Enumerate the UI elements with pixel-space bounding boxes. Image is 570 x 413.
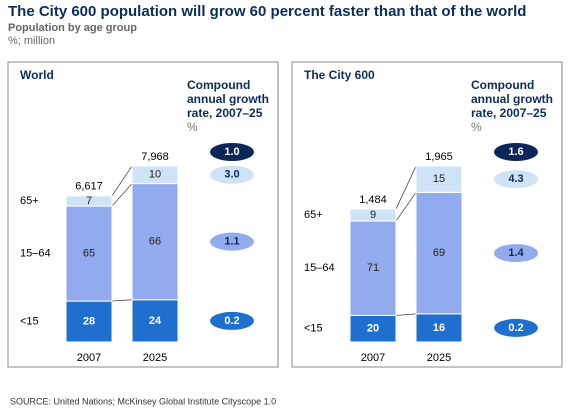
growth-unit: % bbox=[187, 120, 198, 134]
total-label: 7,968 bbox=[141, 151, 169, 163]
value-label: 16 bbox=[433, 322, 445, 334]
bar-segment bbox=[131, 165, 179, 185]
panel: World 2007 28 65 7 6,617 2025 24 66 10 7,968 <15 0.2… bbox=[7, 61, 279, 368]
growth-label: 0.2 bbox=[508, 322, 523, 334]
x-tick-label: 2025 bbox=[427, 352, 451, 364]
legend-label: 65+ bbox=[304, 209, 323, 221]
total-label: 1,484 bbox=[359, 194, 387, 206]
growth-label: 0.2 bbox=[224, 315, 239, 327]
connector bbox=[111, 299, 133, 302]
growth-badge bbox=[494, 170, 538, 189]
connector bbox=[111, 165, 133, 197]
growth-unit: % bbox=[471, 120, 482, 134]
value-label: 71 bbox=[367, 262, 379, 274]
subtitle: Population by age group bbox=[8, 22, 137, 34]
legend-label: <15 bbox=[20, 315, 39, 327]
panel-title: World bbox=[20, 68, 54, 82]
source: SOURCE: United Nations; McKinsey Global … bbox=[10, 396, 276, 406]
page-title: The City 600 population will grow 60 per… bbox=[8, 3, 526, 20]
legend-label: <15 bbox=[304, 323, 323, 335]
value-label: 9 bbox=[370, 209, 376, 221]
bar-segment bbox=[349, 220, 397, 316]
growth-badge bbox=[494, 244, 538, 263]
bar-segment bbox=[415, 165, 463, 193]
legend-label: 15–64 bbox=[20, 247, 51, 259]
total-label: 1,965 bbox=[425, 151, 453, 163]
value-label: 28 bbox=[83, 315, 95, 327]
value-label: 7 bbox=[86, 195, 92, 207]
panel-title: The City 600 bbox=[304, 68, 375, 82]
value-label: 66 bbox=[149, 236, 161, 248]
value-label: 15 bbox=[433, 173, 445, 185]
x-tick-label: 2007 bbox=[361, 352, 385, 364]
value-label: 69 bbox=[433, 247, 445, 259]
legend-label: 65+ bbox=[20, 195, 39, 207]
growth-badge bbox=[494, 318, 538, 337]
panel: The City 600 2007 20 71 9 1,484 2025 16 69 15 1,96… bbox=[291, 61, 563, 368]
bar-segment bbox=[65, 195, 113, 207]
bar-segment bbox=[415, 191, 463, 315]
growth-label-total: 1.0 bbox=[224, 146, 239, 158]
connector bbox=[395, 165, 417, 210]
x-tick-label: 2025 bbox=[143, 352, 167, 364]
legend-label: 15–64 bbox=[304, 262, 335, 274]
growth-label: 1.4 bbox=[508, 247, 524, 259]
x-tick-label: 2007 bbox=[77, 352, 101, 364]
growth-label: 1.1 bbox=[224, 236, 239, 248]
value-label: 65 bbox=[83, 247, 95, 259]
growth-label-total: 1.6 bbox=[508, 146, 523, 158]
connector bbox=[395, 192, 417, 222]
growth-title: Compound annual growth rate, 2007–25 bbox=[471, 78, 553, 120]
growth-badge bbox=[210, 311, 254, 330]
growth-label: 3.0 bbox=[224, 169, 239, 181]
growth-badge bbox=[210, 232, 254, 251]
value-label: 20 bbox=[367, 323, 379, 335]
value-label: 10 bbox=[149, 169, 161, 181]
total-label: 6,617 bbox=[75, 181, 103, 193]
growth-header: Compound annual growth rate, 2007–25% bbox=[187, 78, 283, 134]
growth-badge-total bbox=[210, 143, 254, 161]
growth-badge-total bbox=[494, 143, 538, 161]
growth-badge bbox=[210, 165, 254, 184]
panel-border bbox=[7, 61, 279, 368]
bar-segment bbox=[65, 300, 113, 343]
bar-segment bbox=[131, 183, 179, 301]
growth-header: Compound annual growth rate, 2007–25% bbox=[471, 78, 567, 134]
growth-label: 4.3 bbox=[508, 173, 523, 185]
connector bbox=[395, 313, 417, 316]
value-label: 24 bbox=[149, 315, 162, 327]
panel-border bbox=[291, 61, 563, 368]
bar-segment bbox=[349, 314, 397, 343]
growth-title: Compound annual growth rate, 2007–25 bbox=[187, 78, 269, 120]
units: %; million bbox=[8, 35, 55, 47]
connector bbox=[111, 183, 133, 207]
bar-segment bbox=[349, 208, 397, 222]
